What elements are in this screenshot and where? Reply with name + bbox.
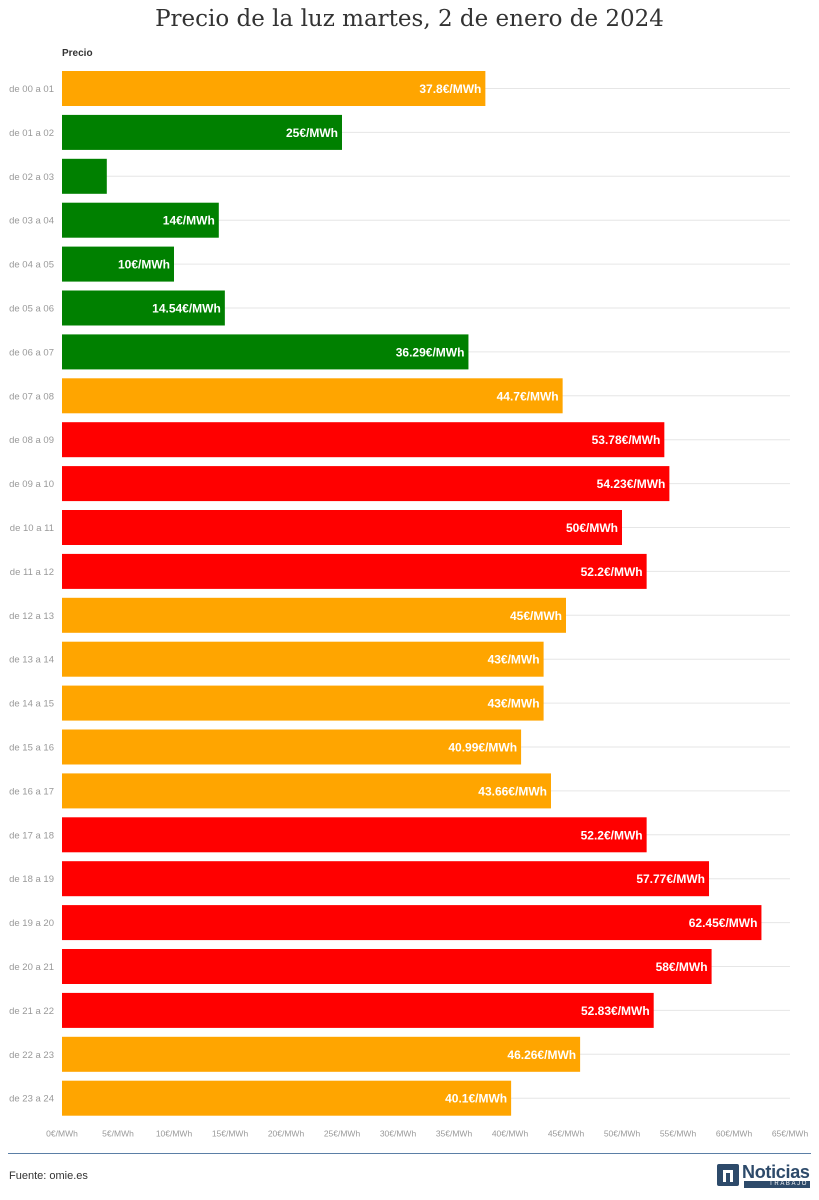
category-label: de 02 a 03 bbox=[9, 172, 54, 183]
data-label: 57.77€/MWh bbox=[636, 872, 705, 886]
category-label: de 05 a 06 bbox=[9, 304, 54, 315]
logo-mark-icon bbox=[717, 1164, 739, 1186]
data-label: 44.7€/MWh bbox=[497, 389, 559, 403]
x-tick-label: 65€/MWh bbox=[772, 1129, 809, 1139]
data-label: 52.83€/MWh bbox=[581, 1004, 650, 1018]
category-label: de 01 a 02 bbox=[9, 128, 54, 139]
x-tick-label: 30€/MWh bbox=[380, 1129, 417, 1139]
bar bbox=[62, 905, 762, 941]
x-tick-label: 15€/MWh bbox=[212, 1129, 249, 1139]
bar bbox=[62, 773, 551, 809]
x-tick-label: 45€/MWh bbox=[548, 1129, 585, 1139]
chart-title: Precio de la luz martes, 2 de enero de 2… bbox=[155, 6, 664, 32]
noticias-trabajo-logo: Noticias TRABAJO bbox=[717, 1162, 812, 1190]
category-label: de 15 a 16 bbox=[9, 743, 54, 754]
data-label: 43.66€/MWh bbox=[478, 784, 547, 798]
category-label: de 23 a 24 bbox=[9, 1094, 54, 1105]
bar bbox=[62, 861, 710, 897]
data-label: 53.78€/MWh bbox=[592, 433, 661, 447]
bar bbox=[62, 334, 469, 370]
bar bbox=[62, 290, 225, 326]
category-label: de 10 a 11 bbox=[10, 523, 54, 534]
category-label: de 07 a 08 bbox=[9, 391, 54, 402]
category-label: de 16 a 17 bbox=[9, 786, 54, 797]
category-label: de 21 a 22 bbox=[9, 1006, 54, 1017]
category-label: de 11 a 12 bbox=[10, 567, 54, 578]
x-tick-label: 50€/MWh bbox=[604, 1129, 641, 1139]
data-label: 43€/MWh bbox=[488, 697, 540, 711]
category-label: de 08 a 09 bbox=[9, 435, 54, 446]
data-label: 58€/MWh bbox=[656, 960, 708, 974]
data-label: 52.2€/MWh bbox=[581, 828, 643, 842]
bar bbox=[62, 553, 647, 589]
category-label: de 00 a 01 bbox=[9, 84, 54, 95]
category-label: de 09 a 10 bbox=[9, 479, 54, 490]
category-label: de 17 a 18 bbox=[9, 830, 54, 841]
bar bbox=[62, 114, 342, 150]
category-label: de 03 a 04 bbox=[9, 216, 54, 227]
bar bbox=[62, 246, 174, 282]
bar bbox=[62, 1080, 512, 1116]
data-label: 52.2€/MWh bbox=[581, 565, 643, 579]
x-tick-label: 10€/MWh bbox=[156, 1129, 193, 1139]
bar bbox=[62, 685, 544, 721]
bar bbox=[62, 992, 654, 1028]
data-label: 46.26€/MWh bbox=[507, 1048, 576, 1062]
bar bbox=[62, 641, 544, 677]
data-label: 14€/MWh bbox=[163, 214, 215, 228]
source-note: Fuente: omie.es bbox=[9, 1170, 88, 1182]
bar bbox=[62, 466, 670, 502]
bar bbox=[62, 1036, 581, 1072]
bar bbox=[62, 422, 665, 458]
x-tick-label: 20€/MWh bbox=[268, 1129, 305, 1139]
bar bbox=[62, 597, 566, 633]
bar bbox=[62, 378, 563, 414]
data-label: 14.54€/MWh bbox=[152, 302, 221, 316]
data-label: 50€/MWh bbox=[566, 521, 618, 535]
x-tick-label: 35€/MWh bbox=[436, 1129, 473, 1139]
x-tick-label: 5€/MWh bbox=[102, 1129, 134, 1139]
footer-divider bbox=[8, 1153, 811, 1154]
category-label: de 19 a 20 bbox=[9, 918, 54, 929]
category-label: de 04 a 05 bbox=[9, 260, 54, 271]
category-label: de 14 a 15 bbox=[9, 699, 54, 710]
data-label: 37.8€/MWh bbox=[419, 82, 481, 96]
data-label: 40.1€/MWh bbox=[445, 1092, 507, 1106]
category-label: de 20 a 21 bbox=[9, 962, 54, 973]
data-label: 36.29€/MWh bbox=[396, 345, 465, 359]
data-label: 45€/MWh bbox=[510, 609, 562, 623]
data-label: 10€/MWh bbox=[118, 258, 170, 272]
x-tick-label: 60€/MWh bbox=[716, 1129, 753, 1139]
bar bbox=[62, 510, 622, 545]
category-label: de 13 a 14 bbox=[9, 655, 54, 666]
bar bbox=[62, 71, 486, 106]
logo-sub: TRABAJO bbox=[744, 1181, 810, 1188]
bar bbox=[62, 729, 522, 765]
x-tick-label: 40€/MWh bbox=[492, 1129, 529, 1139]
data-label: 40.99€/MWh bbox=[448, 741, 517, 755]
data-label: 54.23€/MWh bbox=[597, 477, 666, 491]
data-label: 43€/MWh bbox=[488, 653, 540, 667]
bar bbox=[62, 202, 219, 238]
bar-chart: Precio de 00 a 01 37.8€/MWh de 01 a 02 25€/M… bbox=[9, 48, 809, 1139]
x-tick-label: 55€/MWh bbox=[660, 1129, 697, 1139]
bar bbox=[62, 158, 107, 194]
logo-word: Noticias bbox=[742, 1162, 810, 1182]
category-label: de 22 a 23 bbox=[9, 1050, 54, 1061]
category-label: de 06 a 07 bbox=[9, 347, 54, 358]
data-label: 62.45€/MWh bbox=[689, 916, 758, 930]
data-label: 25€/MWh bbox=[286, 126, 338, 140]
category-label: de 12 a 13 bbox=[9, 611, 54, 622]
series-label: Precio bbox=[62, 48, 93, 59]
bar bbox=[62, 949, 712, 984]
category-label: de 18 a 19 bbox=[9, 874, 54, 885]
x-tick-label: 0€/MWh bbox=[46, 1129, 78, 1139]
x-tick-label: 25€/MWh bbox=[324, 1129, 361, 1139]
bar bbox=[62, 817, 647, 853]
